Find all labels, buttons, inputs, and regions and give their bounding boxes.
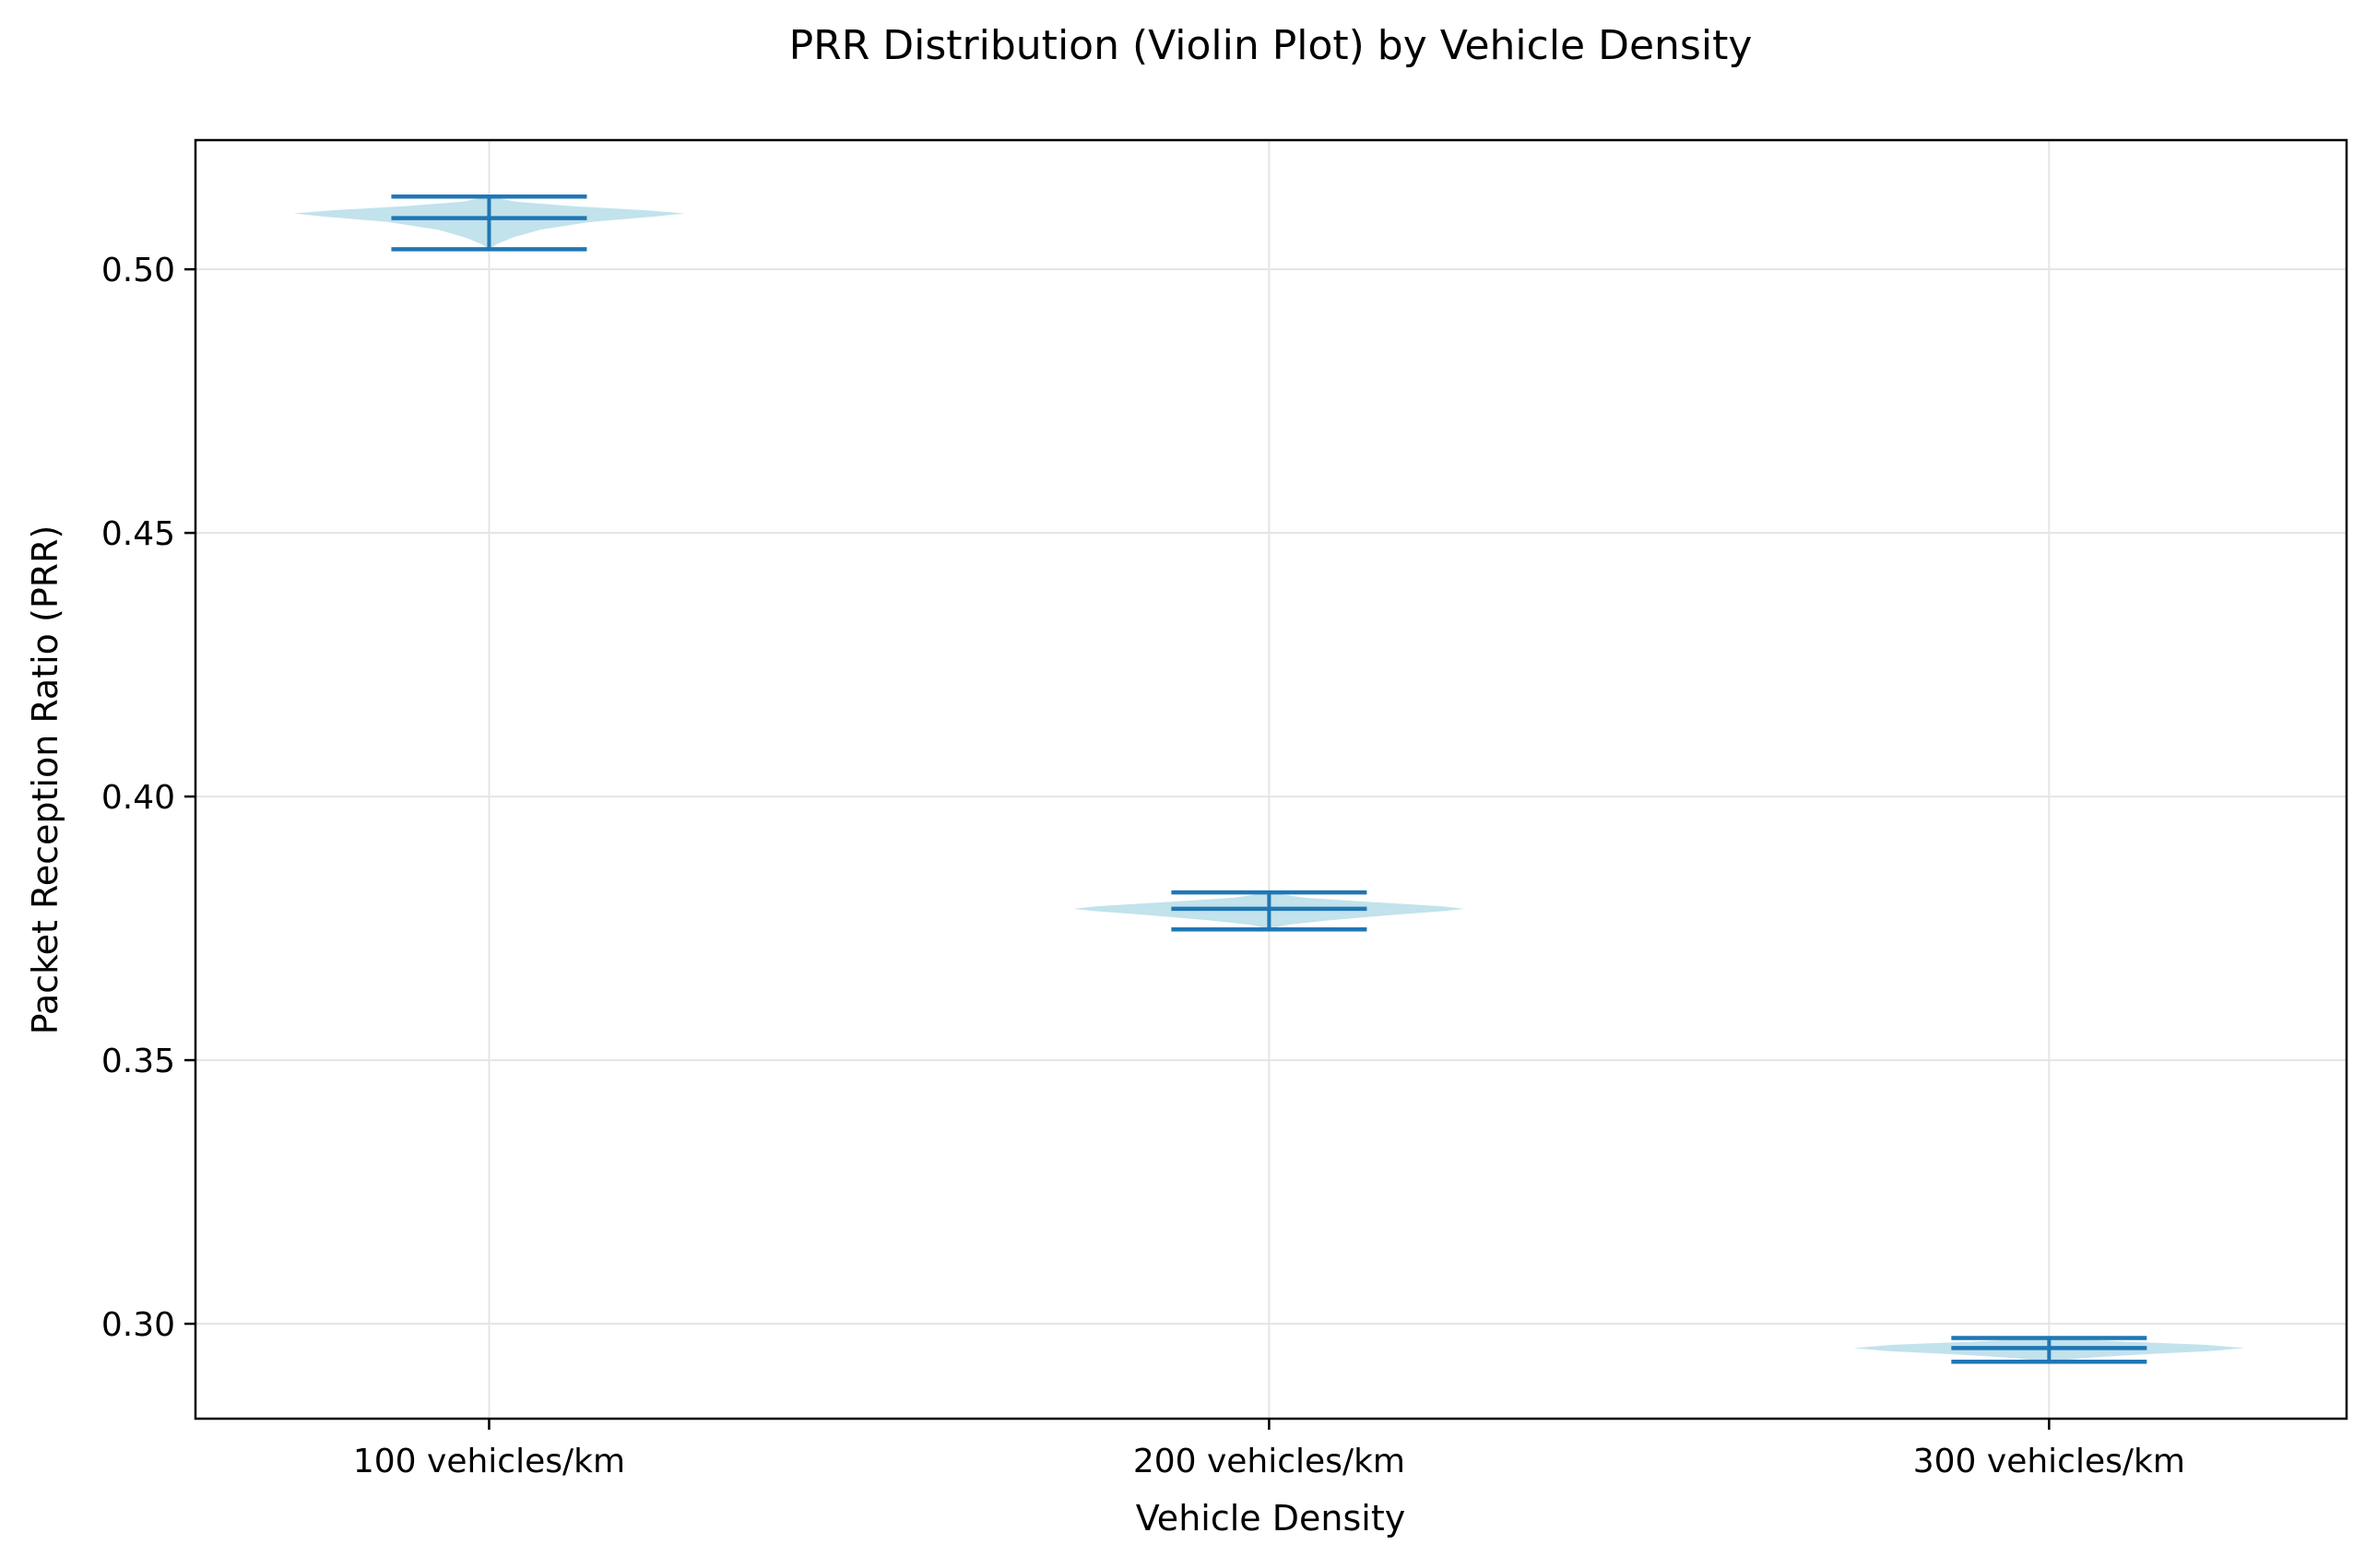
x-axis-label: Vehicle Density [1136,1498,1405,1539]
y-axis-label: Packet Reception Ratio (PRR) [25,525,65,1035]
y-tick-label: 0.50 [101,252,175,289]
grid-layer [195,140,2347,1419]
tick-layer: 0.30 0.35 0.40 0.45 0.50 100 vehicles/km 200 v… [101,252,2185,1480]
plot-frame [194,138,2348,1421]
stats-layer [391,194,2147,1364]
y-tick-label: 0.35 [101,1043,175,1080]
y-tick-label: 0.40 [101,779,175,817]
chart-title: PRR Distribution (Violin Plot) by Vehicl… [789,22,1753,69]
x-tick-label: 300 vehicles/km [1913,1443,2185,1480]
x-tick-label: 100 vehicles/km [353,1443,625,1480]
y-tick-label: 0.30 [101,1306,175,1344]
x-tick-label: 200 vehicles/km [1133,1443,1405,1480]
y-tick-label: 0.45 [101,515,175,553]
